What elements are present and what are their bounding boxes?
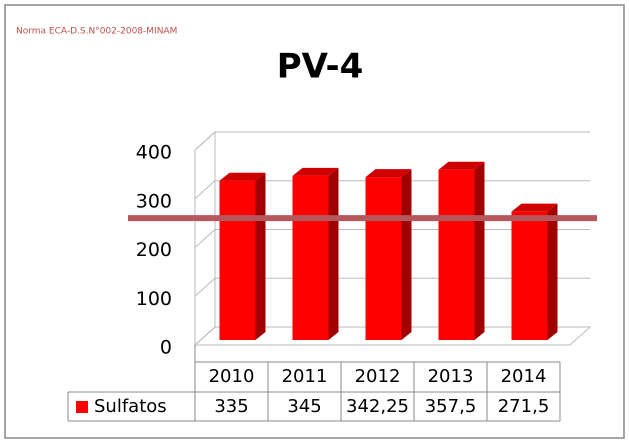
y-tick-label: 400	[136, 142, 172, 164]
y-tick-label: 0	[160, 337, 172, 359]
bar	[219, 172, 266, 340]
grid-line	[194, 131, 590, 151]
bar-side	[547, 203, 558, 340]
bar-side	[474, 161, 485, 340]
bar-top	[365, 169, 412, 178]
x-tick-label: 2012	[355, 366, 401, 387]
y-tick-label: 300	[136, 190, 172, 212]
legend-label: Sulfatos	[94, 396, 167, 417]
y-tick-label: 200	[136, 239, 172, 261]
data-label: 345	[287, 396, 321, 417]
y-tick-label: 100	[136, 288, 172, 310]
data-label: 357,5	[425, 396, 477, 417]
x-tick-label: 2013	[428, 366, 474, 387]
bar-front	[438, 169, 475, 340]
annotation: Norma ECA-D.S.N°002-2008-MINAM	[16, 27, 177, 37]
bar	[511, 203, 558, 340]
bar-front	[292, 175, 329, 340]
bar-front	[219, 180, 256, 340]
x-tick-label: 2014	[501, 366, 547, 387]
bar-top	[292, 167, 339, 176]
bar-front	[365, 177, 402, 340]
x-tick-label: 2010	[209, 366, 255, 387]
chart-title: PV-4	[277, 47, 364, 87]
data-label: 271,5	[498, 396, 550, 417]
bar	[292, 167, 339, 340]
bar-side	[255, 172, 266, 340]
legend-swatch	[76, 401, 88, 413]
bar-side	[328, 167, 339, 340]
bar	[365, 169, 412, 340]
data-label: 335	[214, 396, 248, 417]
bar-front	[511, 211, 548, 340]
bar-top	[438, 161, 485, 170]
bar-top	[219, 172, 266, 181]
bar-top	[511, 203, 558, 212]
bar-side	[401, 169, 412, 340]
data-label: 342,25	[346, 396, 409, 417]
bar	[438, 161, 485, 340]
x-tick-label: 2011	[282, 366, 328, 387]
